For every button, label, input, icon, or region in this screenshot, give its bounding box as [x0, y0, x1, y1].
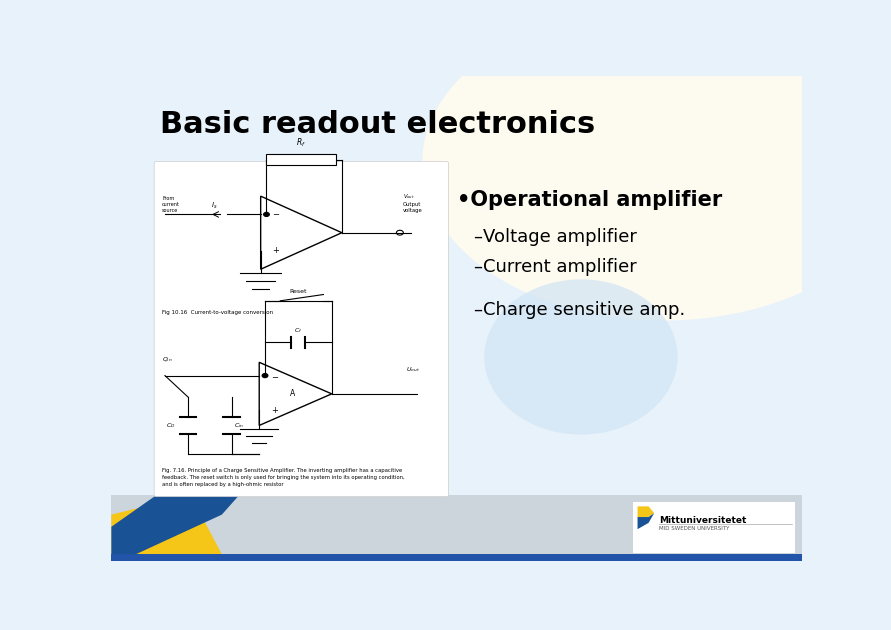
- Text: $R_f$: $R_f$: [297, 137, 307, 149]
- Circle shape: [262, 374, 268, 377]
- Text: $V_{out}$
Output
voltage: $V_{out}$ Output voltage: [403, 192, 422, 213]
- Text: +: +: [273, 246, 279, 256]
- Text: •Operational amplifier: •Operational amplifier: [457, 190, 722, 210]
- Text: $U_{out}$: $U_{out}$: [405, 365, 420, 374]
- Text: $C_D$: $C_D$: [167, 421, 176, 430]
- Text: Reset: Reset: [290, 289, 307, 294]
- Text: –Current amplifier: –Current amplifier: [474, 258, 637, 275]
- Polygon shape: [638, 513, 654, 529]
- Bar: [266, 154, 336, 165]
- Ellipse shape: [422, 5, 891, 321]
- Text: −: −: [273, 210, 279, 219]
- Bar: [111, 495, 802, 561]
- Text: +: +: [271, 406, 278, 415]
- Text: MID SWEDEN UNIVERSITY: MID SWEDEN UNIVERSITY: [659, 526, 730, 531]
- Text: From
current
source: From current source: [162, 196, 180, 213]
- Polygon shape: [111, 495, 222, 554]
- Text: Fig 10.16  Current-to-voltage conversion: Fig 10.16 Current-to-voltage conversion: [162, 310, 274, 315]
- Polygon shape: [111, 495, 239, 554]
- Text: $I_s$: $I_s$: [211, 201, 218, 211]
- Text: $C_f$: $C_f$: [294, 326, 303, 335]
- Text: $C_{in}$: $C_{in}$: [233, 421, 244, 430]
- Text: −: −: [271, 373, 278, 382]
- Polygon shape: [638, 507, 654, 517]
- Text: $Q_{in}$: $Q_{in}$: [162, 355, 173, 364]
- Text: Fig. 7.16. Principle of a Charge Sensitive Amplifier. The inverting amplifier ha: Fig. 7.16. Principle of a Charge Sensiti…: [162, 468, 405, 487]
- Bar: [633, 503, 795, 553]
- Text: –Charge sensitive amp.: –Charge sensitive amp.: [474, 301, 685, 319]
- FancyBboxPatch shape: [154, 161, 448, 496]
- Bar: [111, 554, 802, 561]
- Ellipse shape: [485, 279, 678, 435]
- Text: Basic readout electronics: Basic readout electronics: [159, 110, 595, 139]
- Text: –Voltage amplifier: –Voltage amplifier: [474, 229, 637, 246]
- Circle shape: [264, 212, 269, 216]
- Text: Mittuniversitetet: Mittuniversitetet: [659, 517, 747, 525]
- Text: A: A: [290, 389, 295, 398]
